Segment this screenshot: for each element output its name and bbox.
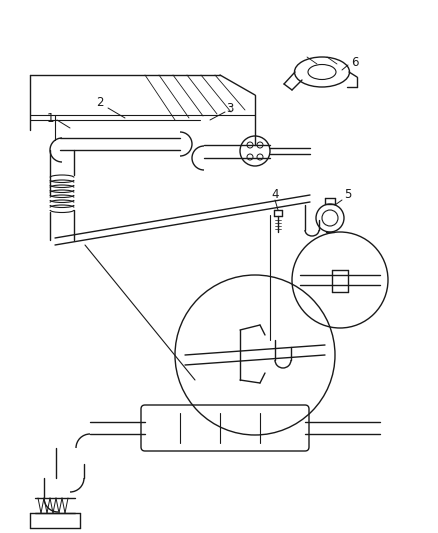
Text: 6: 6 (351, 55, 359, 69)
Text: 4: 4 (271, 189, 279, 201)
Text: 2: 2 (96, 95, 104, 109)
Text: 1: 1 (46, 111, 54, 125)
Text: 3: 3 (226, 101, 234, 115)
Text: 5: 5 (344, 189, 352, 201)
